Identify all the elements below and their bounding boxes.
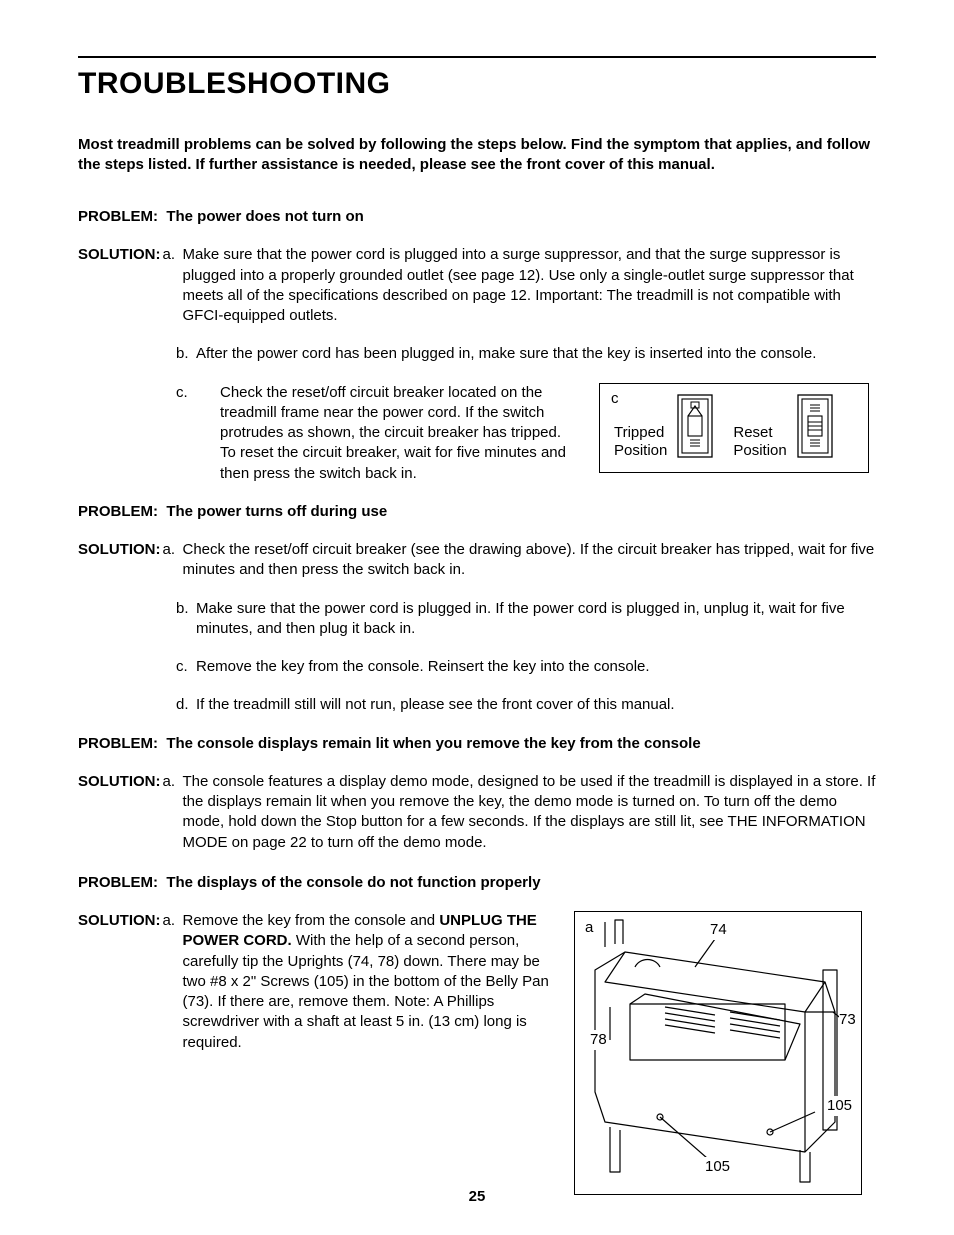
figure-c-label: c	[611, 389, 619, 409]
solution-letter: a.	[163, 911, 183, 931]
solution-continued: b. After the power cord has been plugged…	[78, 344, 876, 484]
solution-label: SOLUTION:	[78, 540, 163, 581]
solution-item-with-figure: c. Check the reset/off circuit breaker l…	[176, 383, 876, 484]
solution-text: Make sure that the power cord is plugged…	[196, 599, 876, 640]
solution-text: Make sure that the power cord is plugged…	[183, 245, 877, 326]
solution-item: a. Check the reset/off circuit breaker (…	[163, 540, 877, 581]
solution-label: SOLUTION:	[78, 772, 163, 853]
breaker-reset-icon	[797, 392, 833, 460]
callout-105: 105	[827, 1096, 852, 1116]
solution-with-treadmill-figure: SOLUTION: a. Remove the key from the con…	[78, 911, 876, 1195]
problem-title: The power does not turn on	[166, 208, 364, 225]
solution-item: b. After the power cord has been plugged…	[176, 344, 876, 364]
problem-label: PROBLEM:	[78, 873, 158, 893]
solution-item: b. Make sure that the power cord is plug…	[176, 599, 876, 640]
reset-caption: Reset Position	[733, 424, 786, 460]
solution-item: a. Remove the key from the console and U…	[163, 911, 551, 1053]
solution-continued: b. Make sure that the power cord is plug…	[78, 599, 876, 716]
solution-letter: a.	[163, 540, 183, 560]
callout-74: 74	[710, 920, 727, 940]
page-number: 25	[0, 1187, 954, 1207]
problem-label: PROBLEM:	[78, 207, 158, 227]
manual-page: TROUBLESHOOTING Most treadmill problems …	[0, 0, 954, 1235]
solution-text: Check the reset/off circuit breaker (see…	[183, 540, 877, 581]
solution-block: SOLUTION: a. Make sure that the power co…	[78, 245, 876, 326]
problem-title: The power turns off during use	[166, 503, 387, 520]
solution-letter: c.	[176, 383, 196, 403]
solution-text: The console features a display demo mode…	[183, 772, 877, 853]
solution-item: d. If the treadmill still will not run, …	[176, 695, 876, 715]
callout-78: 78	[590, 1030, 607, 1050]
callout-73: 73	[839, 1010, 856, 1030]
problem-label: PROBLEM:	[78, 734, 158, 754]
callout-105: 105	[705, 1157, 730, 1177]
solution-letter: c.	[176, 657, 196, 677]
solution-letter: b.	[176, 599, 196, 619]
circuit-breaker-figure: c Tripped Position	[599, 383, 869, 473]
solution-item: a. Make sure that the power cord is plug…	[163, 245, 877, 326]
solution-letter: a.	[163, 245, 183, 265]
problem-heading: PROBLEM: The console displays remain lit…	[78, 734, 876, 754]
solution-text: If the treadmill still will not run, ple…	[196, 695, 876, 715]
problem-heading: PROBLEM: The power does not turn on	[78, 207, 876, 227]
figure-a-label: a	[585, 918, 593, 938]
page-title: TROUBLESHOOTING	[78, 64, 876, 105]
problem-title: The displays of the console do not funct…	[166, 874, 540, 891]
solution-block: SOLUTION: a. The console features a disp…	[78, 772, 876, 853]
solution-block: SOLUTION: a. Check the reset/off circuit…	[78, 540, 876, 581]
solution-text: After the power cord has been plugged in…	[196, 344, 876, 364]
treadmill-diagram: a 74 78 73 105 105	[574, 911, 862, 1195]
solution-text: Remove the key from the console. Reinser…	[196, 657, 876, 677]
figure-c-wrap: c Tripped Position	[599, 383, 869, 473]
solution-item: a. The console features a display demo m…	[163, 772, 877, 853]
problem-label: PROBLEM:	[78, 502, 158, 522]
solution-item: c. Remove the key from the console. Rein…	[176, 657, 876, 677]
solution-label: SOLUTION:	[78, 911, 163, 1053]
solution-letter: d.	[176, 695, 196, 715]
problem-heading: PROBLEM: The power turns off during use	[78, 502, 876, 522]
solution-letter: a.	[163, 772, 183, 792]
problem-title: The console displays remain lit when you…	[166, 735, 700, 752]
solution-text: Remove the key from the console and UNPL…	[183, 911, 551, 1053]
tripped-caption: Tripped Position	[614, 424, 667, 460]
intro-text: Most treadmill problems can be solved by…	[78, 135, 876, 176]
solution-letter: b.	[176, 344, 196, 364]
solution-label: SOLUTION:	[78, 245, 163, 326]
breaker-tripped-icon	[677, 392, 713, 460]
top-rule	[78, 56, 876, 58]
solution-text: Check the reset/off circuit breaker loca…	[220, 383, 575, 484]
problem-heading: PROBLEM: The displays of the console do …	[78, 873, 876, 893]
solution-block: SOLUTION: a. Remove the key from the con…	[78, 911, 550, 1053]
